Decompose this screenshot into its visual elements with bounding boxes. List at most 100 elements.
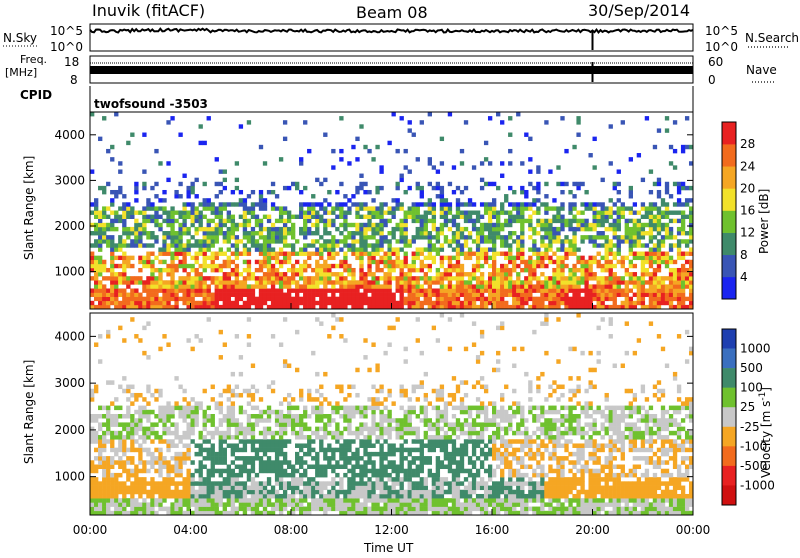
power-cell [613, 211, 617, 215]
velocity-cell [263, 490, 267, 495]
power-cell [219, 297, 223, 301]
velocity-cell [134, 507, 138, 512]
velocity-cell [263, 439, 267, 444]
velocity-cell [400, 418, 404, 423]
sky-panel: N.Sky 10^5 10^0 10^5 10^0 N.Search [3, 24, 799, 54]
velocity-cell [319, 490, 323, 495]
power-cell [436, 276, 440, 280]
power-cell [524, 288, 528, 292]
power-cell [170, 252, 174, 256]
power-cell [243, 215, 247, 219]
power-cell [251, 297, 255, 301]
velocity-cell [267, 406, 271, 411]
power-cell [251, 272, 255, 276]
velocity-cell [235, 418, 239, 423]
power-cell [456, 231, 460, 235]
velocity-cell [227, 431, 231, 436]
power-cell [508, 211, 512, 215]
power-cell [343, 202, 347, 206]
velocity-cell [379, 477, 383, 482]
velocity-cell [263, 460, 267, 465]
power-cell [267, 247, 271, 251]
velocity-cell [182, 431, 186, 436]
power-cell [331, 264, 335, 268]
velocity-cell [299, 477, 303, 482]
power-cell [424, 219, 428, 223]
power-cell [383, 280, 387, 284]
power-cell [540, 301, 544, 305]
power-cell [207, 288, 211, 292]
power-cell [625, 223, 629, 227]
velocity-cell [400, 431, 404, 436]
power-cell [428, 219, 432, 223]
velocity-cell [279, 481, 283, 486]
velocity-cell [424, 490, 428, 495]
power-cell [584, 280, 588, 284]
velocity-cell [307, 427, 311, 432]
velocity-cell [408, 481, 412, 486]
power-cell [392, 198, 396, 202]
velocity-cell [359, 443, 363, 448]
velocity-cell [219, 473, 223, 478]
power-cell [508, 268, 512, 272]
velocity-cell [142, 351, 146, 356]
power-cell [508, 133, 512, 137]
power-cell [669, 276, 673, 280]
power-cell [355, 227, 359, 231]
power-cell [106, 149, 110, 153]
power-cell [114, 288, 118, 292]
power-cell [335, 227, 339, 231]
power-cell [126, 235, 130, 239]
power-cell [134, 280, 138, 284]
power-cell [158, 206, 162, 210]
velocity-cell [295, 498, 299, 503]
power-colorbar-label: 24 [740, 159, 755, 173]
power-cell [327, 268, 331, 272]
velocity-cell [191, 422, 195, 427]
velocity-cell [231, 389, 235, 394]
power-cell [215, 268, 219, 272]
velocity-cell [400, 465, 404, 470]
power-cell [279, 252, 283, 256]
power-cell [174, 284, 178, 288]
power-cell [633, 280, 637, 284]
power-cell [677, 288, 681, 292]
power-cell [460, 227, 464, 231]
velocity-cell [235, 431, 239, 436]
power-cell [436, 169, 440, 173]
power-cell [584, 223, 588, 227]
power-cell [182, 288, 186, 292]
power-cell [275, 276, 279, 280]
power-cell [464, 120, 468, 124]
power-cell [476, 297, 480, 301]
power-cell [231, 223, 235, 227]
velocity-cell [367, 435, 371, 440]
power-cell [219, 169, 223, 173]
power-cell [110, 268, 114, 272]
power-cell [339, 223, 343, 227]
velocity-cell [299, 502, 303, 507]
power-cell [420, 268, 424, 272]
velocity-cell [231, 435, 235, 440]
velocity-cell [267, 439, 271, 444]
velocity-cell [396, 490, 400, 495]
power-cell [323, 264, 327, 268]
power-cell [383, 288, 387, 292]
velocity-cell [408, 465, 412, 470]
velocity-cell [275, 422, 279, 427]
velocity-cell [251, 490, 255, 495]
power-cell [351, 252, 355, 256]
power-cell [524, 260, 528, 264]
power-cell [424, 202, 428, 206]
power-cell [98, 297, 102, 301]
power-cell [480, 297, 484, 301]
power-cell [150, 268, 154, 272]
power-cell [295, 293, 299, 297]
velocity-cell [146, 452, 150, 457]
power-cell [552, 215, 556, 219]
power-cell [572, 227, 576, 231]
power-cell [327, 219, 331, 223]
velocity-cell [319, 406, 323, 411]
power-cell [564, 239, 568, 243]
power-cell [464, 211, 468, 215]
